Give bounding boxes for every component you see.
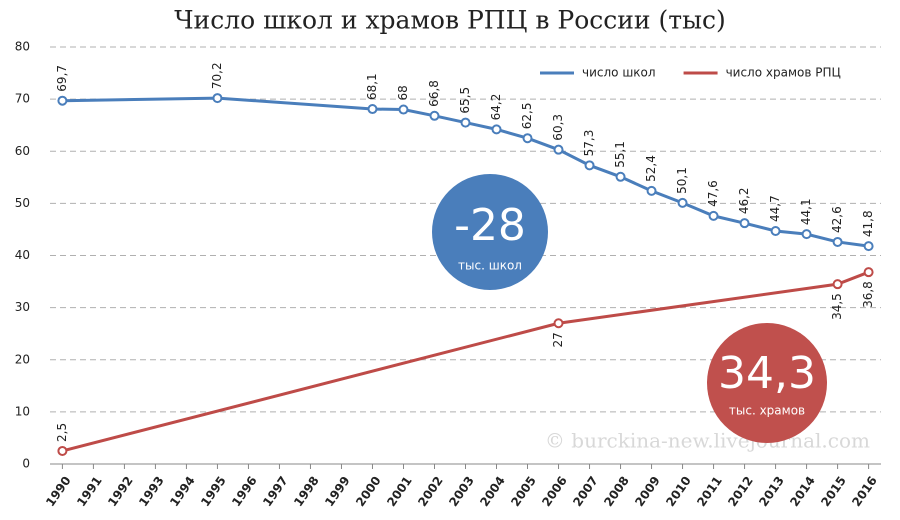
y-tick-label: 20 — [15, 352, 30, 366]
x-tick-label: 2013 — [756, 474, 787, 509]
value-label: 60,3 — [551, 114, 565, 141]
y-tick-label: 50 — [15, 196, 30, 210]
x-tick-label: 2014 — [787, 474, 818, 509]
annotation-subtext: тыс. школ — [458, 259, 522, 273]
x-tick-label: 2010 — [663, 474, 694, 509]
series-line — [62, 270, 870, 453]
value-label: 47,6 — [706, 180, 720, 207]
value-label: 27 — [551, 332, 565, 347]
annotation: 34,3 — [718, 348, 816, 399]
data-point — [553, 318, 564, 329]
y-tick-label: 80 — [15, 40, 30, 54]
value-label: 68,1 — [365, 73, 379, 100]
y-tick-label: 10 — [15, 404, 30, 418]
x-tick-label: 1991 — [74, 474, 105, 509]
data-point — [646, 185, 657, 196]
y-tick-label: 70 — [15, 92, 30, 106]
data-point — [460, 117, 471, 128]
data-point — [863, 241, 874, 252]
value-label: 42,6 — [830, 206, 844, 233]
chart-title: Число школ и храмов РПЦ в России (тыс) — [174, 6, 726, 35]
y-tick-label: 60 — [15, 144, 30, 158]
data-point — [212, 93, 223, 104]
value-label: 57,3 — [582, 130, 596, 157]
value-label: 68 — [396, 85, 410, 100]
data-point — [57, 95, 68, 106]
plot: 69,7 70,2 68,1 68 66,8 65,5 64,2 62,5 60,3 57,3 55… — [55, 62, 875, 456]
x-tick-label: 1992 — [105, 474, 136, 509]
data-point — [398, 104, 409, 115]
data-point — [367, 104, 378, 115]
value-label: 62,5 — [520, 103, 534, 130]
value-label: 66,8 — [427, 80, 441, 107]
x-tick-label: 2008 — [601, 474, 632, 509]
data-point — [832, 279, 843, 290]
data-point — [491, 124, 502, 135]
y-tick-label: 0 — [22, 457, 30, 471]
annotation-circle — [432, 174, 548, 290]
value-label: 64,2 — [489, 94, 503, 121]
annotation-subtext: тыс. храмов — [729, 404, 805, 418]
x-tick-label: 1995 — [198, 474, 229, 509]
data-point — [584, 160, 595, 171]
value-label: 52,4 — [644, 155, 658, 182]
value-label: 41,8 — [861, 210, 875, 237]
x-tick-label: 1994 — [167, 474, 198, 509]
data-point — [708, 210, 719, 221]
data-point — [57, 445, 68, 456]
value-label: 34,5 — [830, 293, 844, 320]
value-label: 36,8 — [861, 281, 875, 308]
data-point — [553, 144, 564, 155]
y-tick-label: 30 — [15, 300, 30, 314]
x-tick-label: 2012 — [725, 474, 756, 509]
value-label: 69,7 — [55, 65, 69, 92]
value-label: 44,1 — [799, 198, 813, 225]
value-label: 50,1 — [675, 167, 689, 194]
y-tick-label: 40 — [15, 248, 30, 262]
data-point — [770, 226, 781, 237]
value-label: 44,7 — [768, 195, 782, 222]
x-tick-label: 2001 — [384, 474, 415, 509]
annotation: -28 — [454, 200, 526, 251]
x-tick-label: 2000 — [353, 474, 384, 509]
data-point — [801, 229, 812, 240]
x-tick-label: 2015 — [818, 474, 849, 509]
data-point — [739, 218, 750, 229]
x-tick-label: 2006 — [539, 474, 570, 509]
value-label: 65,5 — [458, 87, 472, 114]
x-tick-label: 2007 — [570, 474, 601, 509]
x-tick-label: 2005 — [508, 474, 539, 509]
watermark: © burckina-new.livejournal.com — [545, 429, 870, 453]
data-point — [615, 171, 626, 182]
x-tick-label: 2002 — [415, 474, 446, 509]
x-tick-label: 2016 — [849, 474, 880, 509]
value-label: 70,2 — [210, 62, 224, 89]
data-point — [677, 197, 688, 208]
data-point — [429, 110, 440, 121]
legend-label: число храмов РПЦ — [726, 66, 841, 80]
x-tick-label: 1996 — [229, 474, 260, 509]
x-tick-label: 1999 — [322, 474, 353, 509]
data-point — [832, 236, 843, 247]
value-label: 46,2 — [737, 187, 751, 214]
data-point — [522, 133, 533, 144]
x-tick-label: 1993 — [136, 474, 167, 509]
x-tick-label: 1998 — [291, 474, 322, 509]
x-tick-label: 1997 — [260, 474, 291, 509]
data-point — [863, 267, 874, 278]
x-tick-label: 2009 — [632, 474, 663, 509]
value-label: 2,5 — [55, 423, 69, 442]
value-label: 55,1 — [613, 141, 627, 168]
x-tick-label: 2003 — [446, 474, 477, 509]
x-tick-label: 1990 — [43, 474, 74, 509]
legend-label: число школ — [582, 66, 656, 80]
x-tick-label: 2011 — [694, 474, 725, 509]
annotation-circle — [707, 323, 827, 443]
x-tick-label: 2004 — [477, 474, 508, 509]
